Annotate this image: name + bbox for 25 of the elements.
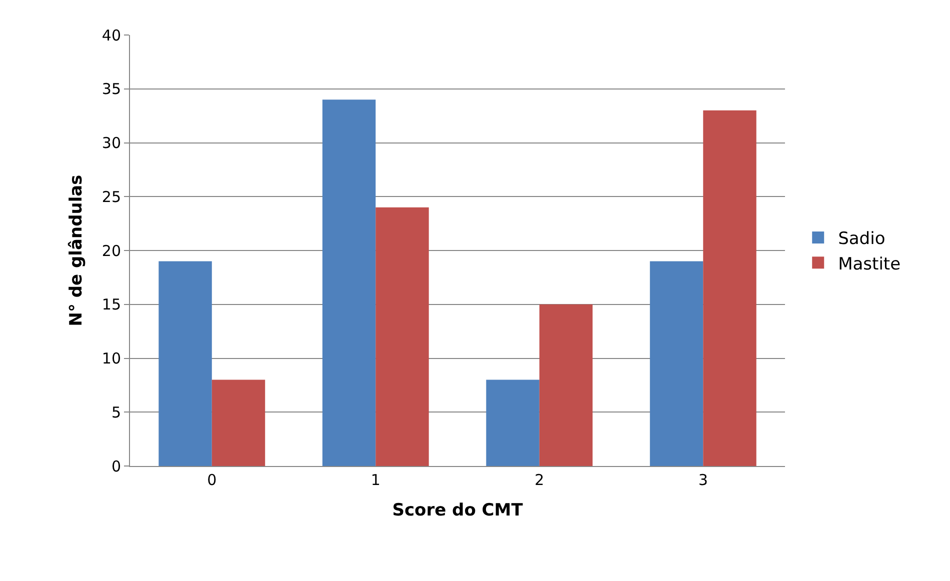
- bar: [703, 110, 756, 466]
- y-tick-label: 10: [102, 350, 121, 368]
- y-tick-label: 20: [102, 242, 121, 260]
- x-tick-label: 0: [207, 471, 217, 489]
- bar: [322, 100, 376, 466]
- bar: [650, 261, 704, 466]
- legend-label: Mastite: [838, 254, 901, 274]
- x-axis-title: Score do CMT: [392, 500, 524, 520]
- y-tick-label: 35: [102, 80, 121, 98]
- y-axis-title: N° de glândulas: [66, 174, 86, 326]
- y-tick-label: 40: [102, 26, 121, 44]
- x-tick-label: 2: [534, 471, 544, 489]
- y-tick-label: 5: [111, 403, 121, 422]
- y-tick-label: 25: [102, 188, 121, 206]
- y-tick-label: 15: [102, 296, 121, 314]
- bar: [158, 261, 212, 466]
- bar: [539, 304, 593, 466]
- x-tick-label: 3: [698, 471, 708, 489]
- bar: [486, 380, 540, 466]
- bar: [376, 207, 429, 466]
- x-tick-label: 1: [370, 471, 380, 489]
- legend-label: Sadio: [838, 229, 886, 250]
- bar: [212, 380, 266, 466]
- y-tick-label: 0: [111, 457, 121, 476]
- y-tick-label: 30: [102, 134, 121, 152]
